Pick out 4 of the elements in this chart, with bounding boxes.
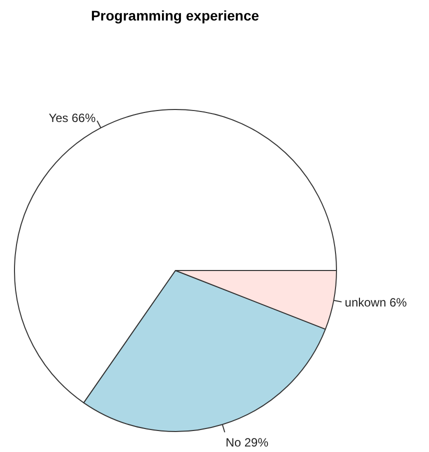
- chart-title: Programming experience: [90, 8, 260, 24]
- slice-label: unkown 6%: [344, 295, 408, 310]
- slice-label: Yes 66%: [48, 110, 96, 125]
- slice-label: No 29%: [226, 435, 269, 450]
